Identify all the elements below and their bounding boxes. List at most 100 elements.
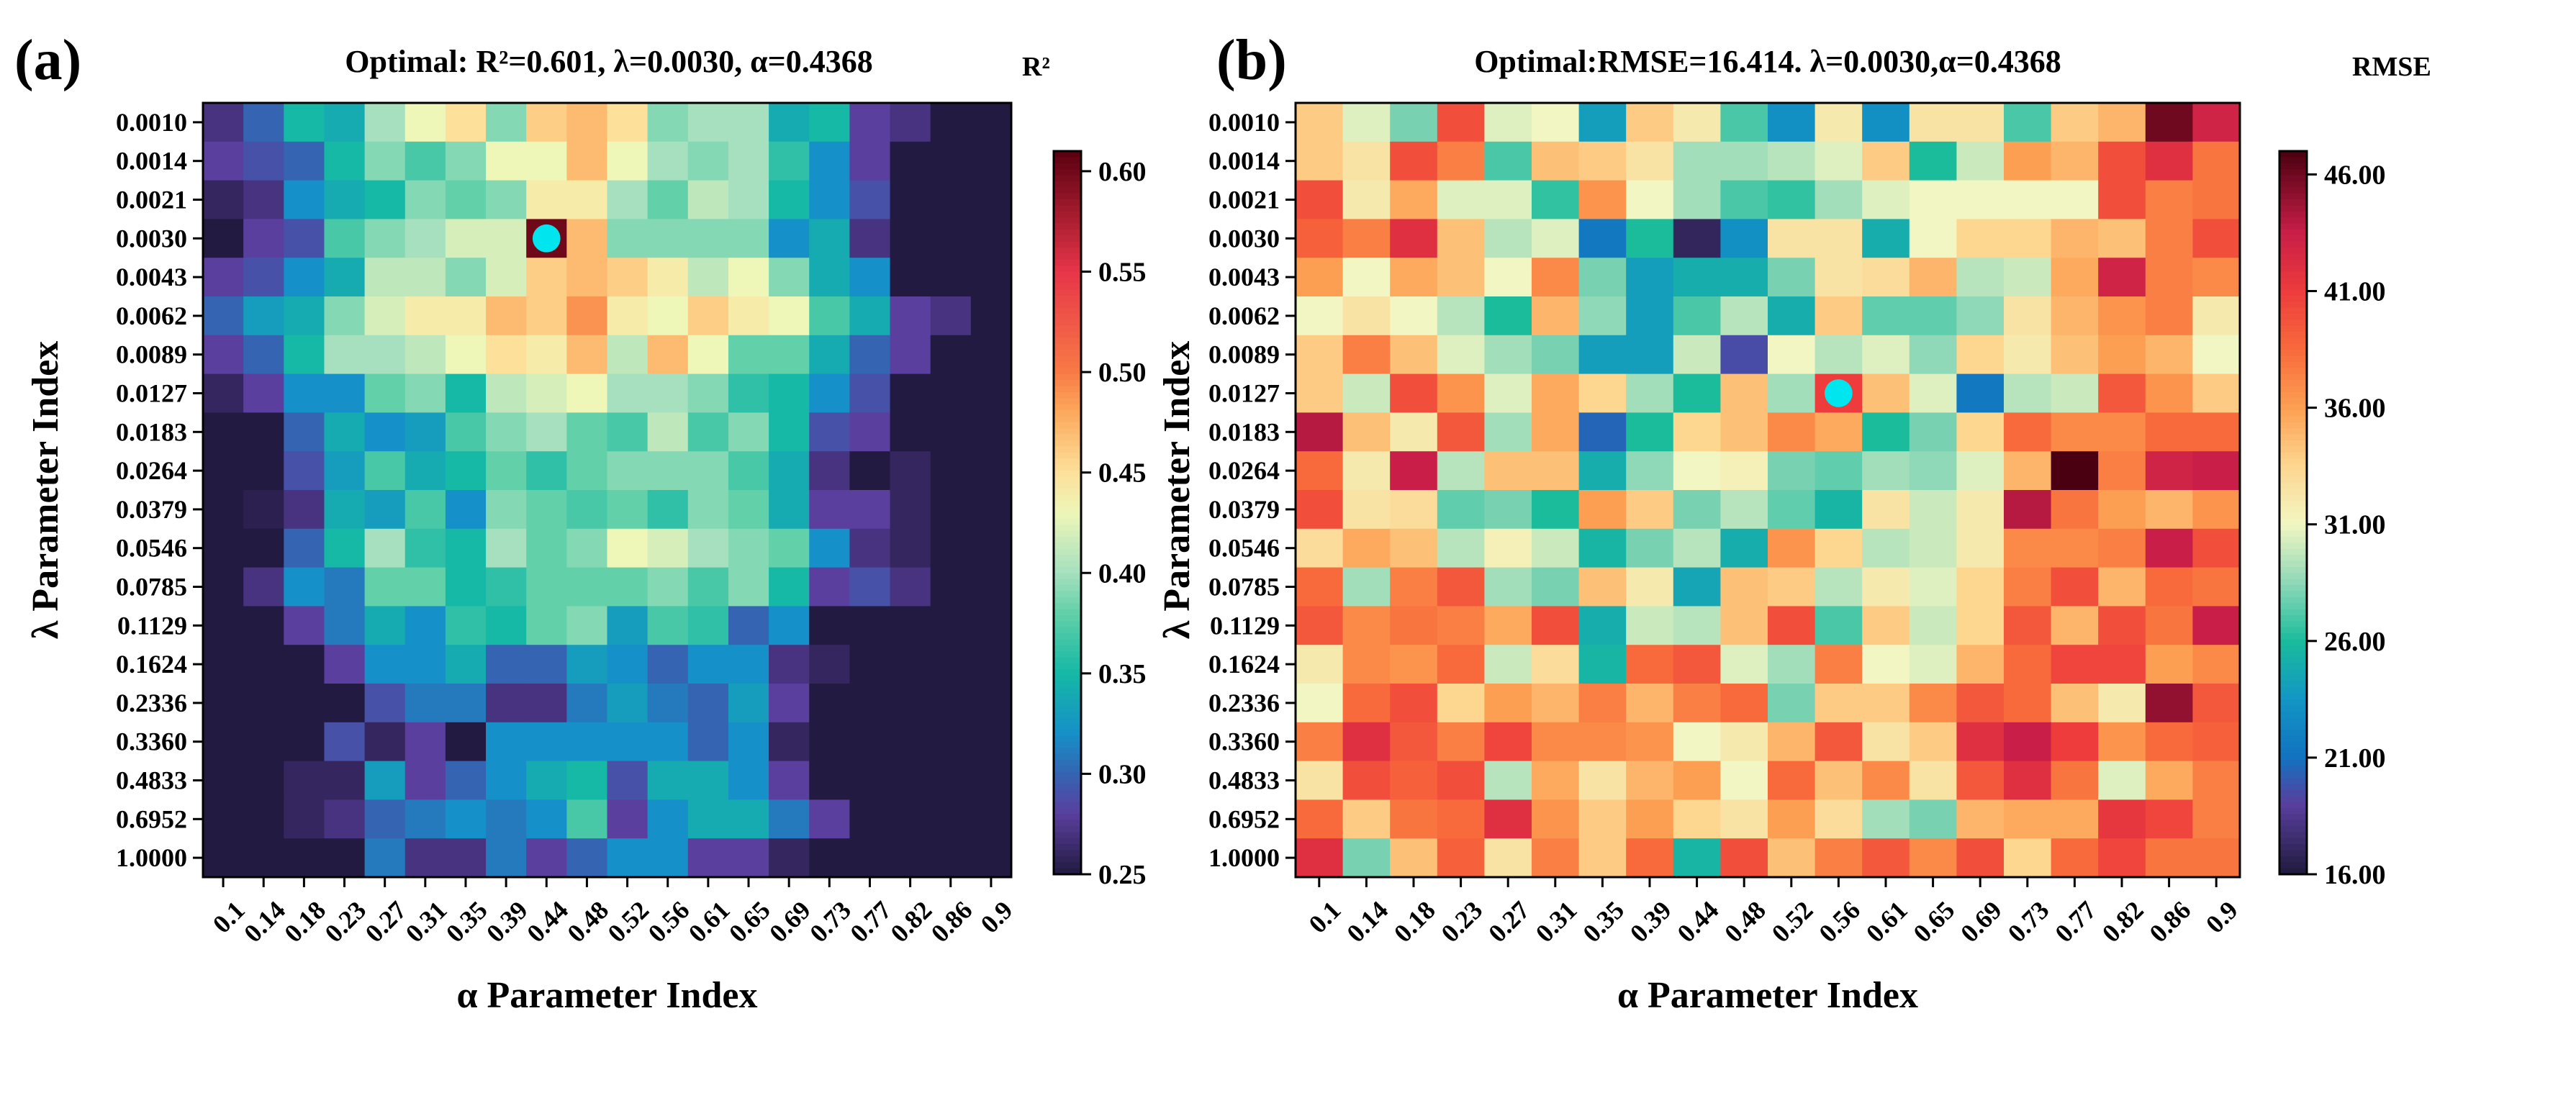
heatmap-cell <box>1532 451 1580 491</box>
optimum-marker <box>1825 379 1853 407</box>
colorbar-segment <box>2279 766 2307 773</box>
y-tick-label: 0.0030 <box>116 224 187 253</box>
heatmap-cell <box>2004 412 2052 452</box>
heatmap-cell <box>2004 219 2052 258</box>
x-tick-label: 0.52 <box>602 895 654 948</box>
heatmap-cell <box>1390 180 1438 219</box>
heatmap-cell <box>203 335 244 375</box>
heatmap-cell <box>526 567 567 607</box>
heatmap-cell <box>728 258 769 297</box>
heatmap-cell <box>1673 722 1721 762</box>
heatmap-cell <box>1862 219 1910 258</box>
heatmap-cell <box>647 645 689 684</box>
heatmap-cell <box>2098 180 2146 219</box>
heatmap-cell <box>243 180 284 219</box>
heatmap-cell <box>1909 606 1957 645</box>
heatmap-cell <box>2098 490 2146 530</box>
y-tick-label: 0.0062 <box>116 301 187 330</box>
heatmap-cell <box>970 528 1012 568</box>
heatmap-cell <box>284 296 325 336</box>
heatmap-cell <box>364 412 406 452</box>
heatmap-cell <box>1390 528 1438 568</box>
colorbar-segment <box>1054 410 1081 417</box>
colorbar-segment <box>2279 561 2307 568</box>
heatmap-cell <box>607 103 648 142</box>
heatmap-cell <box>486 258 527 297</box>
heatmap-cell <box>1626 258 1674 297</box>
heatmap-cell <box>1390 645 1438 684</box>
heatmap-cell <box>2145 567 2193 607</box>
heatmap-cell <box>284 567 325 607</box>
colorbar-segment <box>2279 464 2307 471</box>
heatmap-cell <box>809 219 850 258</box>
heatmap-cell <box>1532 799 1580 839</box>
heatmap-cell <box>1390 103 1438 142</box>
colorbar-segment <box>1054 675 1081 682</box>
heatmap-cell <box>486 141 527 181</box>
heatmap-cell <box>1909 180 1957 219</box>
heatmap-cell <box>445 684 487 723</box>
heatmap-cell <box>1626 296 1674 336</box>
heatmap-cell <box>243 799 284 839</box>
colorbar-segment <box>1054 711 1081 719</box>
heatmap-cell <box>2192 335 2241 375</box>
x-tick-label: 0.48 <box>1719 895 1771 948</box>
colorbar-segment <box>2279 187 2307 194</box>
colorbar-segment <box>2279 289 2307 296</box>
heatmap-cell <box>1626 528 1674 568</box>
heatmap-cell <box>769 180 810 219</box>
heatmap-cell <box>324 684 366 723</box>
heatmap-cell <box>1390 722 1438 762</box>
heatmap-cell <box>849 451 891 491</box>
heatmap-cell <box>1720 606 1768 645</box>
heatmap-cell <box>1296 490 1344 530</box>
heatmap-cell <box>526 606 567 645</box>
heatmap-cell <box>769 799 810 839</box>
heatmap-cell <box>1909 412 1957 452</box>
colorbar-segment <box>2279 217 2307 225</box>
heatmap-cell <box>566 451 608 491</box>
heatmap-cell <box>930 528 972 568</box>
heatmap-cell <box>1437 335 1485 375</box>
heatmap-cell <box>2004 606 2052 645</box>
heatmap-cell <box>2098 838 2146 878</box>
colorbar-segment <box>2279 741 2307 748</box>
colorbar-segment <box>2279 416 2307 423</box>
heatmap-cell <box>1390 141 1438 181</box>
colorbar-segment <box>1054 838 1081 845</box>
heatmap-cell <box>930 567 972 607</box>
heatmap-cell <box>1720 219 1768 258</box>
heatmap-cell <box>1768 451 1816 491</box>
heatmap-cell <box>1720 838 1768 878</box>
colorbar-segment <box>1054 289 1081 296</box>
heatmap-cell <box>1956 296 2005 336</box>
heatmap-cell <box>1484 373 1532 413</box>
heatmap-cell <box>2051 180 2099 219</box>
heatmap-cell <box>364 141 406 181</box>
heatmap-cell <box>970 645 1012 684</box>
heatmap-cell <box>364 296 406 336</box>
heatmap-cell <box>1956 528 2005 568</box>
heatmap-cell <box>769 684 810 723</box>
heatmap-cell <box>728 838 769 878</box>
heatmap-cell <box>607 373 648 413</box>
colorbar-segment <box>1054 639 1081 646</box>
heatmap-cell <box>607 799 648 839</box>
heatmap-cell <box>2004 180 2052 219</box>
colorbar-segment <box>2279 699 2307 707</box>
heatmap-cell <box>203 761 244 800</box>
heatmap-cell <box>1626 180 1674 219</box>
heatmap-cell <box>364 567 406 607</box>
heatmap-cell <box>890 180 931 219</box>
colorbar-segment <box>1054 193 1081 200</box>
heatmap-cell <box>728 606 769 645</box>
colorbar-tick-label: 31.00 <box>2324 510 2386 540</box>
heatmap-cell <box>1626 141 1674 181</box>
heatmap-cell <box>687 606 729 645</box>
heatmap-cell <box>1342 645 1391 684</box>
heatmap-cell <box>687 258 729 297</box>
heatmap-cell <box>324 180 366 219</box>
heatmap-cell <box>2098 141 2146 181</box>
heatmap-cell <box>1437 722 1485 762</box>
y-tick-label: 0.0546 <box>116 534 187 563</box>
